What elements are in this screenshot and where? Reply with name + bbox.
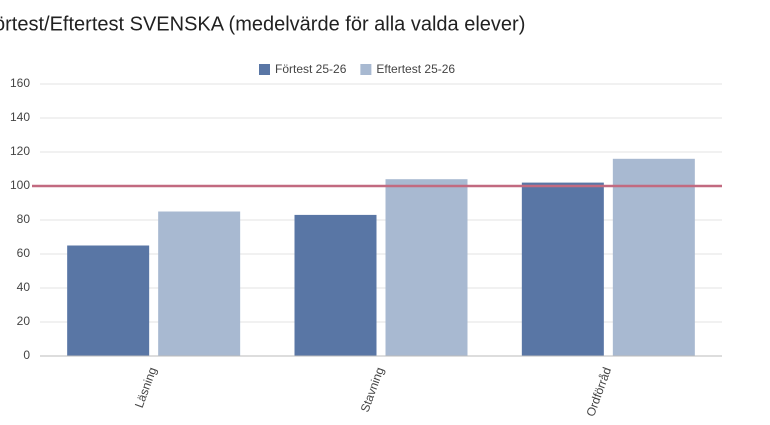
bar [612, 158, 695, 356]
bar [67, 245, 150, 356]
x-tick-label: Ordförråd [583, 365, 614, 418]
y-tick-label: 100 [10, 178, 30, 192]
x-tick-label: Stavning [358, 365, 387, 414]
bar [294, 214, 377, 356]
y-tick-label: 60 [17, 246, 31, 260]
y-tick-label: 140 [10, 110, 30, 124]
chart-title: örtest/Eftertest SVENSKA (medelvärde för… [0, 13, 525, 35]
legend-label: Eftertest 25-26 [376, 62, 455, 76]
y-tick-label: 40 [17, 280, 31, 294]
y-tick-label: 80 [17, 212, 31, 226]
bar [385, 179, 468, 356]
legend-swatch [259, 64, 270, 75]
legend-swatch [360, 64, 372, 75]
y-tick-label: 120 [10, 144, 30, 158]
legend-label: Förtest 25-26 [275, 62, 347, 76]
x-tick-label: Läsning [132, 365, 160, 409]
y-tick-label: 160 [10, 76, 30, 90]
y-tick-label: 0 [23, 348, 30, 362]
bar [521, 182, 604, 356]
bar [158, 211, 241, 356]
y-tick-label: 20 [17, 314, 31, 328]
